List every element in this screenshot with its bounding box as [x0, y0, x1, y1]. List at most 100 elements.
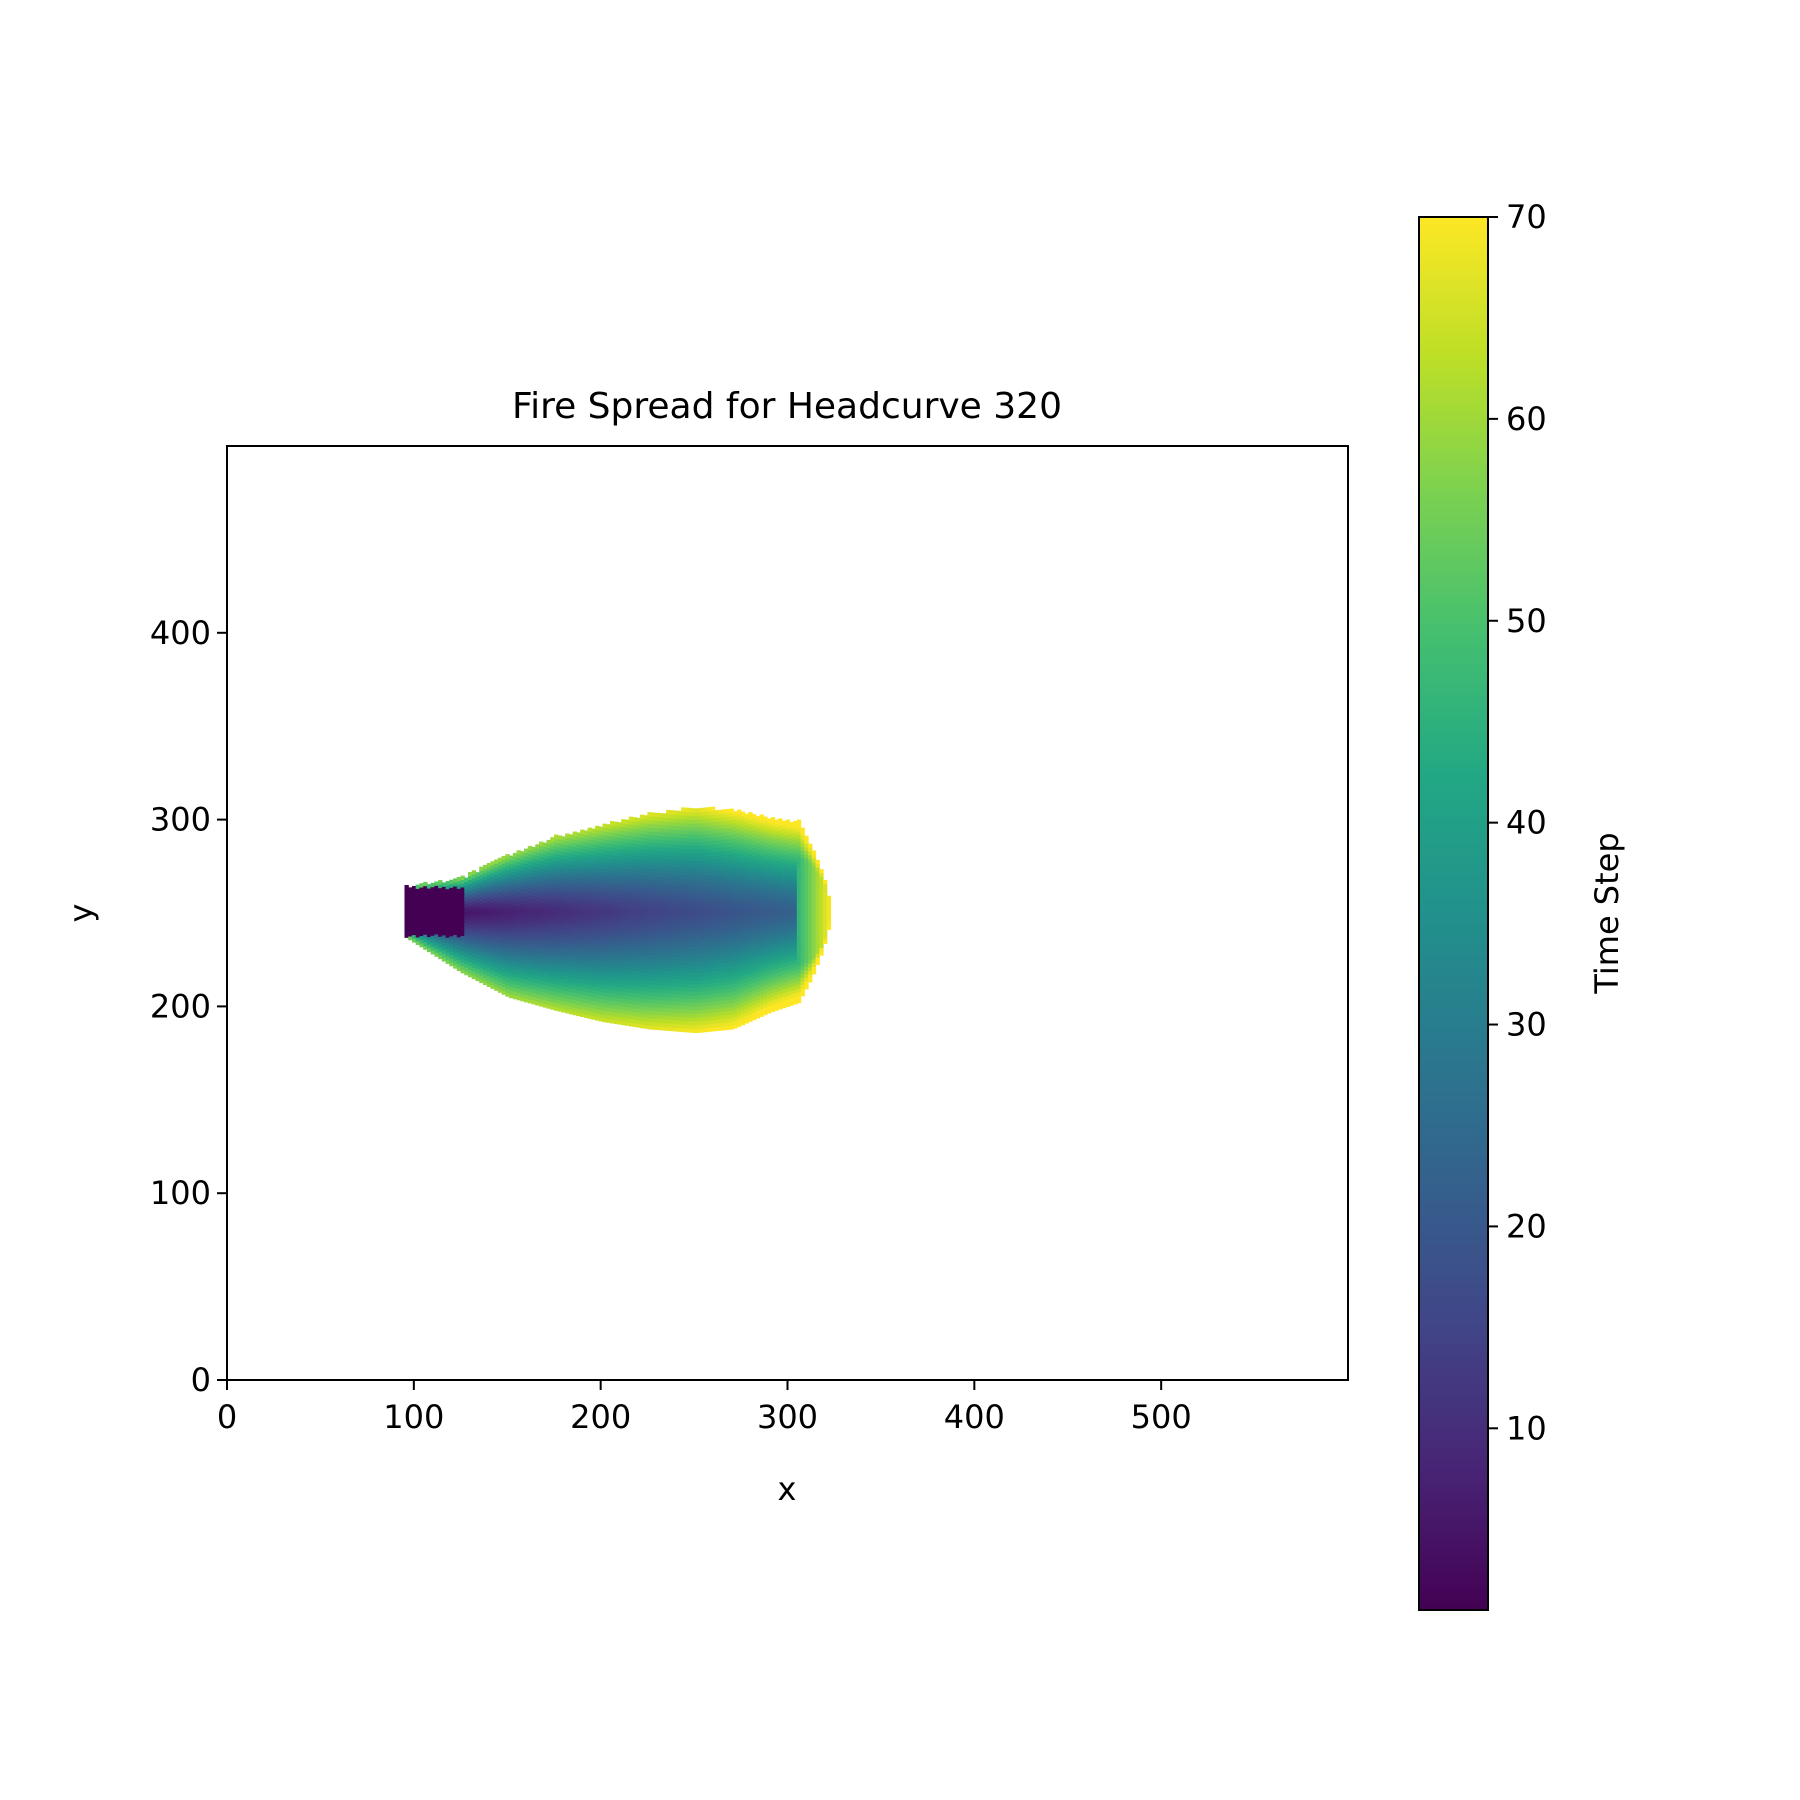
heatmap-cell: [714, 996, 719, 1002]
heatmap-cell: [509, 878, 514, 883]
heatmap-cell: [740, 972, 746, 977]
heatmap-cell: [796, 954, 802, 959]
heatmap-cell: [516, 880, 521, 885]
heatmap-cell: [651, 924, 656, 929]
heatmap-cell: [647, 871, 652, 877]
heatmap-cell: [613, 870, 619, 875]
heatmap-cell: [692, 1024, 697, 1030]
heatmap-cell: [587, 879, 592, 885]
heatmap-cell: [669, 903, 675, 908]
heatmap-cell: [512, 927, 518, 932]
heatmap-cell: [426, 925, 432, 930]
heatmap-cell: [778, 945, 783, 950]
heatmap-cell: [692, 942, 697, 948]
heatmap-cell: [714, 881, 719, 886]
heatmap-cell: [606, 895, 611, 900]
heatmap-cell: [778, 874, 783, 879]
heatmap-cell: [748, 1010, 753, 1015]
heatmap-cell: [553, 969, 559, 974]
heatmap-cell: [718, 932, 723, 938]
heatmap-cell: [707, 818, 712, 823]
heatmap-cell: [718, 813, 723, 818]
heatmap-cell: [471, 933, 477, 939]
heatmap-cell: [610, 869, 615, 874]
heatmap-cell: [737, 858, 742, 863]
heatmap-cell: [796, 965, 802, 970]
heatmap-cell: [527, 984, 533, 989]
heatmap-cell: [561, 907, 566, 912]
heatmap-cell: [561, 963, 566, 968]
heatmap-cell: [587, 980, 592, 986]
heatmap-cell: [643, 837, 648, 843]
heatmap-cell: [613, 877, 619, 883]
heatmap-cell: [512, 972, 518, 977]
heatmap-cell: [565, 956, 570, 962]
heatmap-cell: [542, 853, 548, 859]
heatmap-cell: [516, 947, 521, 952]
heatmap-cell: [725, 891, 731, 896]
heatmap-cell: [524, 919, 529, 924]
heatmap-cell: [628, 906, 634, 911]
heatmap-cell: [695, 1028, 701, 1033]
heatmap-cell: [453, 953, 458, 958]
heatmap-cell: [692, 931, 697, 936]
heatmap-cell: [561, 967, 566, 972]
heatmap-cell: [722, 928, 727, 934]
heatmap-cell: [460, 927, 465, 933]
heatmap-cell: [658, 943, 663, 949]
heatmap-cell: [733, 1020, 738, 1025]
heatmap-cell: [766, 818, 772, 823]
heatmap-cell: [553, 860, 559, 866]
heatmap-cell: [677, 859, 682, 864]
heatmap-cell: [673, 896, 678, 901]
heatmap-cell: [710, 903, 716, 909]
heatmap-cell: [572, 921, 577, 926]
heatmap-cell: [714, 1026, 719, 1032]
heatmap-cell: [800, 962, 805, 967]
heatmap-cell: [572, 865, 577, 870]
heatmap-cell: [692, 811, 697, 817]
heatmap-cell: [546, 862, 551, 867]
heatmap-cell: [699, 1020, 705, 1026]
heatmap-cell: [793, 977, 798, 983]
heatmap-cell: [595, 934, 600, 939]
heatmap-cell: [602, 857, 607, 862]
heatmap-cell: [669, 959, 675, 964]
heatmap-cell: [636, 832, 641, 838]
heatmap-cell: [595, 881, 600, 887]
heatmap-cell: [539, 972, 544, 977]
heatmap-cell: [561, 866, 566, 871]
heatmap-cell: [755, 943, 761, 948]
heatmap-cell: [583, 871, 589, 876]
heatmap-cell: [557, 861, 563, 866]
heatmap-cell: [688, 841, 693, 846]
heatmap-cell: [774, 860, 779, 866]
heatmap-cell: [632, 873, 637, 878]
heatmap-cell: [557, 1007, 563, 1012]
heatmap-cell: [707, 889, 712, 894]
heatmap-cell: [512, 886, 518, 891]
heatmap-cell: [722, 876, 727, 881]
heatmap-cell: [438, 917, 443, 922]
heatmap-cell: [651, 999, 656, 1004]
heatmap-cell: [789, 971, 794, 976]
heatmap-cell: [591, 914, 596, 919]
heatmap-cell: [684, 986, 690, 992]
heatmap-cell: [598, 908, 604, 914]
heatmap-cell: [744, 1000, 749, 1005]
heatmap-cell: [419, 905, 424, 910]
heatmap-cell: [628, 1007, 634, 1012]
heatmap-cell: [722, 906, 727, 911]
heatmap-cell: [553, 842, 559, 847]
heatmap-cell: [512, 912, 518, 918]
heatmap-cell: [624, 886, 630, 892]
heatmap-cell: [580, 885, 585, 890]
heatmap-cell: [430, 897, 435, 903]
heatmap-cell: [639, 904, 645, 909]
heatmap-cell: [509, 889, 514, 894]
heatmap-cell: [460, 916, 465, 922]
heatmap-cell: [639, 840, 645, 846]
heatmap-cell: [737, 966, 742, 971]
heatmap-cell: [647, 957, 652, 963]
heatmap-cell: [550, 908, 555, 913]
